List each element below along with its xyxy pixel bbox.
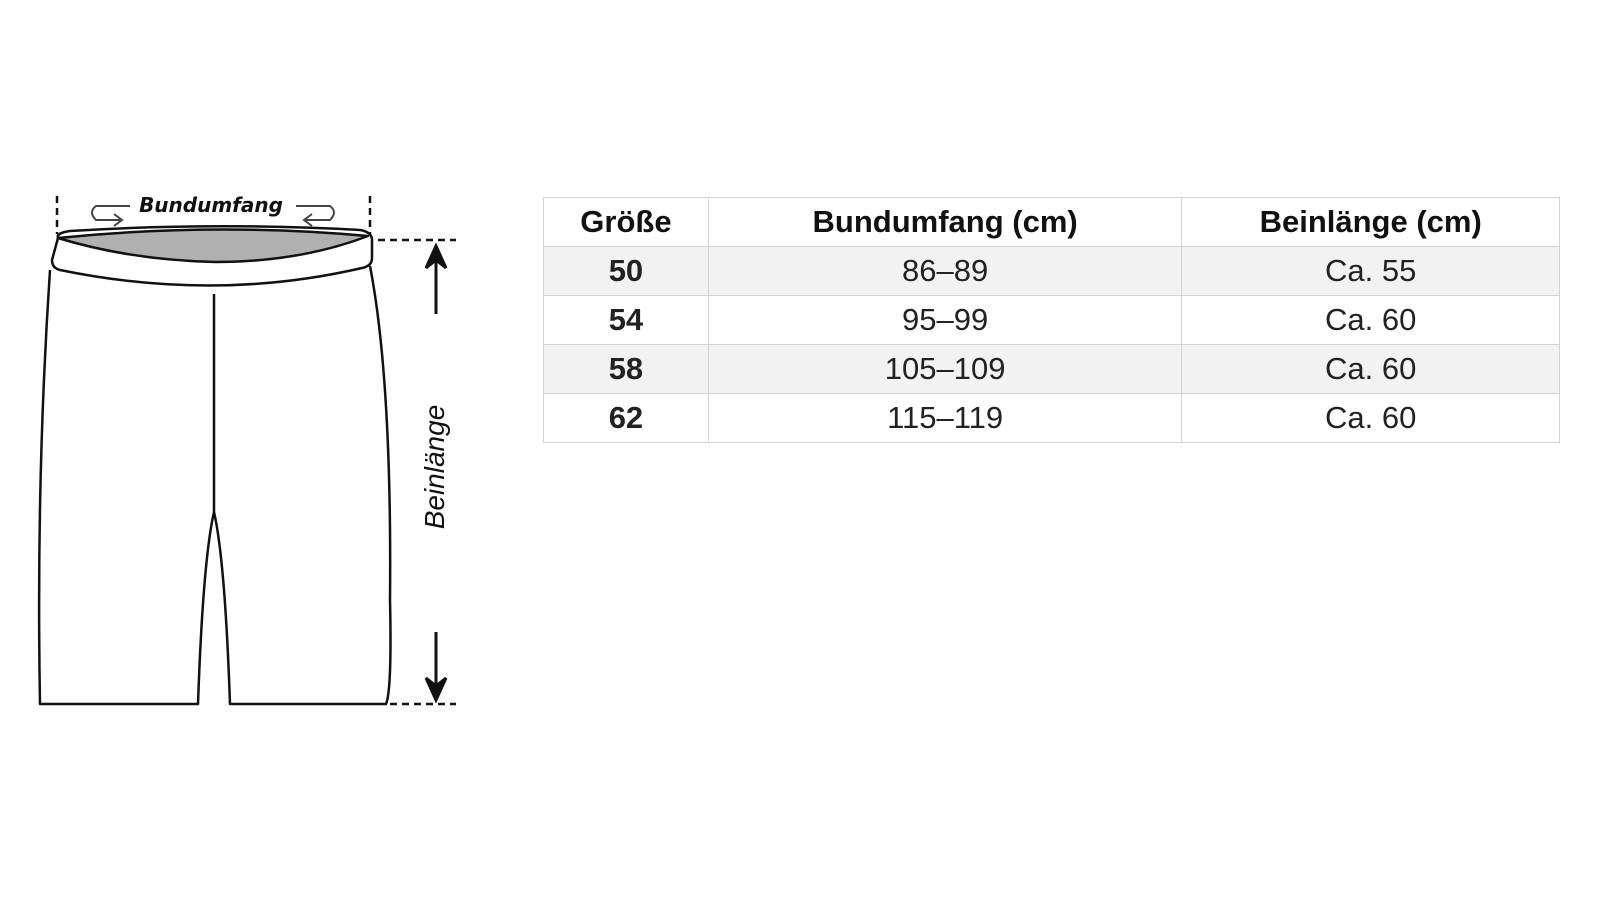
shorts-measurement-diagram: Bundumfang Beinlänge [37, 193, 456, 706]
cell-size: 58 [543, 344, 709, 394]
leg-length-label: Beinlänge [419, 405, 450, 530]
waist-label: Bundumfang [139, 193, 283, 217]
cell-leg-length: Ca. 60 [1181, 295, 1560, 345]
table-header-row: Größe Bundumfang (cm) Beinlänge (cm) [543, 197, 1560, 247]
header-size: Größe [543, 197, 709, 247]
shorts-outline [37, 224, 392, 706]
table-row: 58 105–109 Ca. 60 [543, 344, 1560, 394]
header-leg-length: Beinlänge (cm) [1181, 197, 1560, 247]
cell-leg-length: Ca. 60 [1181, 344, 1560, 394]
cell-size: 54 [543, 295, 709, 345]
waist-dashed-markers [55, 196, 456, 706]
cell-waist: 115–119 [707, 393, 1183, 443]
cell-size: 50 [543, 246, 709, 296]
header-waist: Bundumfang (cm) [707, 197, 1183, 247]
table-row: 62 115–119 Ca. 60 [543, 393, 1560, 443]
cell-leg-length: Ca. 60 [1181, 393, 1560, 443]
leg-length-arrows-icon [424, 242, 448, 704]
size-table: Größe Bundumfang (cm) Beinlänge (cm) 50 … [543, 197, 1560, 443]
table-row: 50 86–89 Ca. 55 [543, 246, 1560, 296]
table-row: 54 95–99 Ca. 60 [543, 295, 1560, 345]
cell-waist: 95–99 [707, 295, 1183, 345]
cell-waist: 105–109 [707, 344, 1183, 394]
waistband-inner [56, 228, 370, 264]
cell-waist: 86–89 [707, 246, 1183, 296]
cell-leg-length: Ca. 55 [1181, 246, 1560, 296]
cell-size: 62 [543, 393, 709, 443]
waist-arrows-icon [91, 205, 335, 227]
